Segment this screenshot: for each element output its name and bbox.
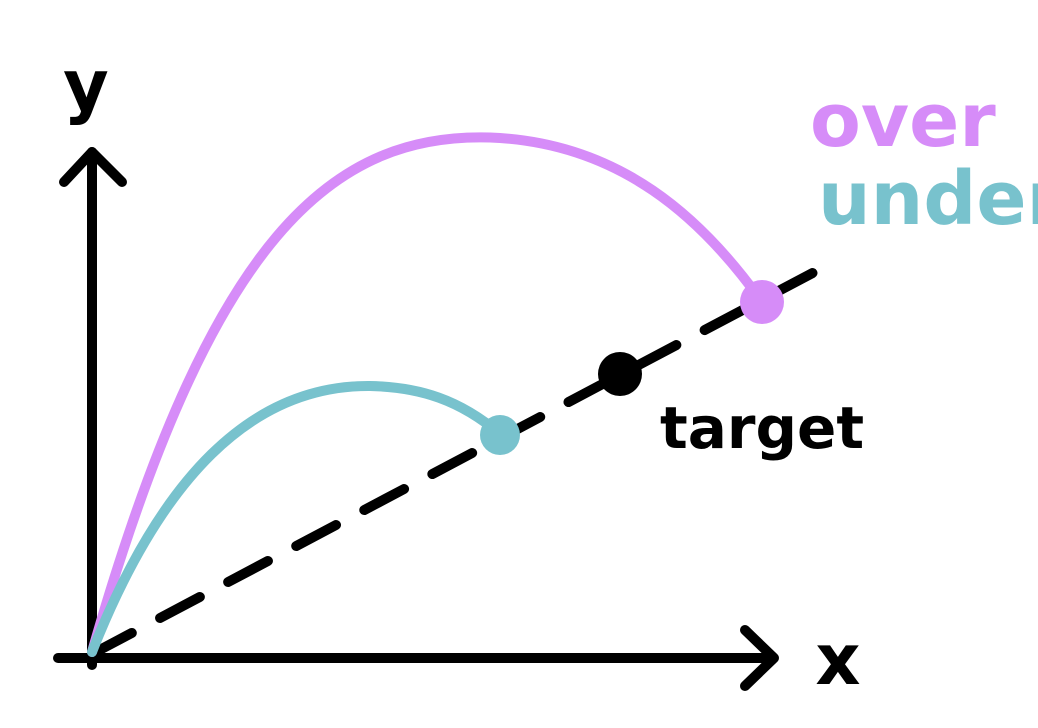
under-legend-label: under — [818, 156, 1038, 242]
target-point — [598, 352, 642, 396]
over-legend-label: over — [810, 78, 996, 164]
under-landing-point — [480, 415, 520, 455]
y-axis-arrowhead — [59, 147, 127, 187]
over-trajectory — [87, 132, 767, 657]
over-landing-point — [740, 280, 784, 324]
target-label: target — [660, 394, 864, 462]
y-axis-label: y — [63, 45, 109, 127]
x-axis-arrowhead — [740, 625, 779, 691]
x-axis-label: x — [815, 619, 860, 701]
target-line — [87, 263, 827, 659]
under-trajectory — [87, 380, 505, 657]
